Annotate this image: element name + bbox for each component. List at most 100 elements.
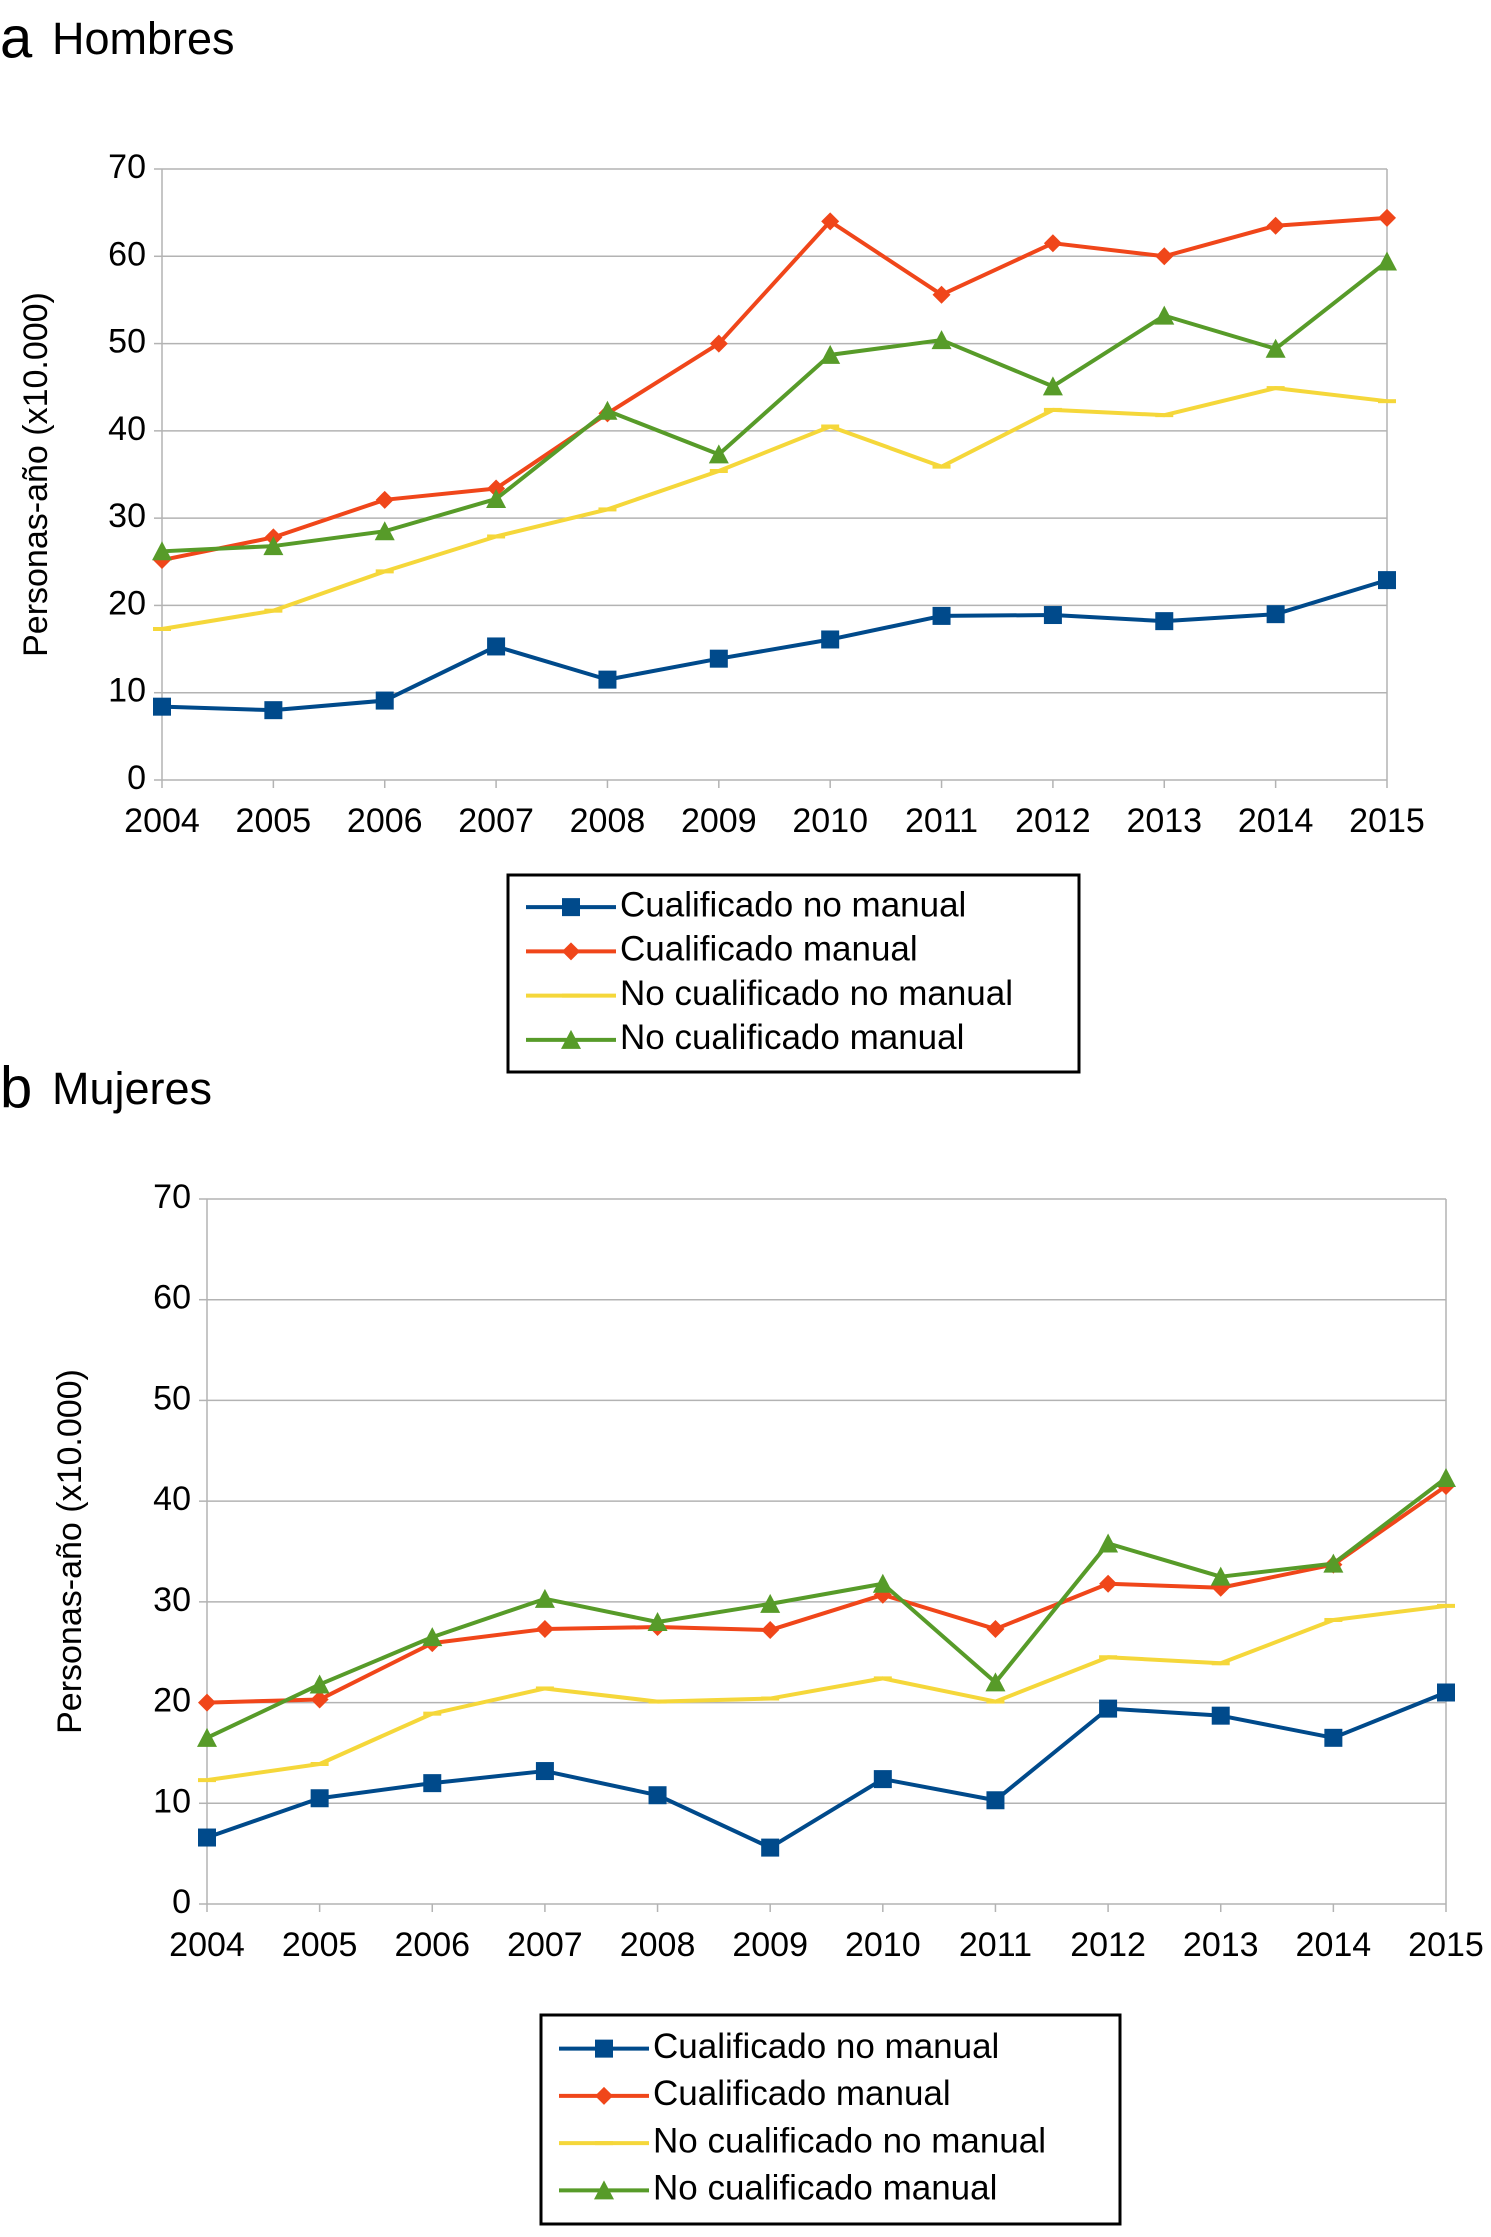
point-marker <box>1099 1574 1118 1593</box>
point-marker <box>197 1727 217 1747</box>
y-tick-label: 40 <box>108 410 146 448</box>
point-marker <box>761 1696 780 1701</box>
point-marker <box>931 330 952 350</box>
point-marker <box>1211 1661 1230 1666</box>
point-marker <box>1155 247 1174 266</box>
y-tick-label: 10 <box>108 672 146 710</box>
legend-marker <box>562 898 580 917</box>
legend-marker <box>595 2141 613 2146</box>
x-tick-label: 2004 <box>169 1926 245 1964</box>
point-marker <box>1266 216 1285 235</box>
point-marker <box>709 649 728 668</box>
point-marker <box>1436 1467 1456 1487</box>
legend-label: No cualificado manual <box>653 2169 997 2208</box>
point-marker <box>1324 1617 1343 1622</box>
point-marker <box>1043 606 1062 625</box>
point-marker <box>310 1762 329 1767</box>
legend-label: Cualificado manual <box>653 2074 951 2113</box>
y-tick-label: 60 <box>108 235 146 273</box>
point-marker <box>1266 605 1285 624</box>
point-marker <box>1378 571 1396 590</box>
point-marker <box>1099 1655 1118 1660</box>
point-marker <box>198 1693 216 1712</box>
point-marker <box>932 464 951 469</box>
y-tick-label: 0 <box>172 1883 191 1921</box>
legend-label: No cualificado no manual <box>653 2121 1046 2160</box>
point-marker <box>986 1699 1005 1704</box>
point-marker <box>820 344 841 364</box>
panel-label: a <box>0 5 33 70</box>
y-tick-label: 0 <box>127 759 146 797</box>
point-marker <box>761 1621 780 1640</box>
point-marker <box>1324 1728 1343 1747</box>
point-marker <box>648 1786 667 1805</box>
x-tick-label: 2008 <box>620 1926 696 1964</box>
series-line <box>206 1476 1448 1740</box>
point-marker <box>821 630 840 649</box>
point-marker <box>263 536 284 556</box>
y-tick-label: 30 <box>108 497 146 535</box>
point-marker <box>1155 612 1174 631</box>
legend-label: No cualificado manual <box>620 1018 964 1057</box>
x-tick-label: 2012 <box>1070 1926 1146 1964</box>
x-tick-label: 2004 <box>124 802 200 840</box>
point-marker <box>1265 338 1286 358</box>
x-tick-label: 2010 <box>792 802 868 840</box>
point-marker <box>1210 1566 1231 1586</box>
point-marker <box>309 1674 330 1694</box>
y-tick-label: 70 <box>108 148 146 186</box>
x-tick-label: 2011 <box>905 802 978 840</box>
x-tick-label: 2014 <box>1238 802 1314 840</box>
series-line <box>161 578 1388 713</box>
point-marker <box>375 569 394 574</box>
point-marker <box>709 334 728 353</box>
series-line <box>206 1690 1447 1850</box>
x-tick-label: 2007 <box>458 802 534 840</box>
point-marker <box>487 637 506 656</box>
point-marker <box>821 212 840 231</box>
legend-marker <box>562 993 580 998</box>
point-marker <box>932 606 951 625</box>
point-marker <box>648 1699 667 1704</box>
point-marker <box>423 1774 442 1793</box>
point-marker <box>1377 251 1397 271</box>
point-marker <box>709 469 728 474</box>
point-marker <box>534 1588 555 1608</box>
point-marker <box>1098 1533 1119 1553</box>
point-marker <box>375 691 394 710</box>
point-marker <box>1154 305 1175 325</box>
legend-label: No cualificado no manual <box>620 974 1013 1013</box>
point-marker <box>760 1593 781 1613</box>
series-line <box>161 386 1388 631</box>
point-marker <box>598 670 617 689</box>
point-marker <box>1266 386 1285 391</box>
x-tick-label: 2005 <box>282 1926 358 1964</box>
point-marker <box>1099 1699 1118 1718</box>
point-marker <box>1437 1683 1455 1702</box>
point-marker <box>986 1791 1005 1810</box>
x-tick-label: 2011 <box>959 1926 1032 1964</box>
y-tick-label: 20 <box>108 584 146 622</box>
x-tick-label: 2008 <box>570 802 646 840</box>
point-marker <box>375 490 394 509</box>
series-line <box>161 215 1388 562</box>
point-marker <box>1437 1603 1455 1608</box>
point-marker <box>422 1627 443 1647</box>
point-marker <box>708 444 729 464</box>
legend-label: Cualificado no manual <box>620 885 966 924</box>
point-marker <box>761 1838 780 1857</box>
x-tick-label: 2010 <box>845 1926 921 1964</box>
x-tick-label: 2012 <box>1015 802 1091 840</box>
y-tick-label: 50 <box>108 323 146 361</box>
point-marker <box>310 1690 329 1709</box>
point-marker <box>1323 1553 1344 1573</box>
point-marker <box>1042 376 1063 396</box>
point-marker <box>1043 234 1062 253</box>
point-marker <box>153 626 171 631</box>
point-marker <box>487 534 506 539</box>
point-marker <box>1211 1706 1230 1725</box>
point-marker <box>264 701 283 720</box>
legend-marker <box>562 942 580 961</box>
x-tick-label: 2006 <box>347 802 423 840</box>
